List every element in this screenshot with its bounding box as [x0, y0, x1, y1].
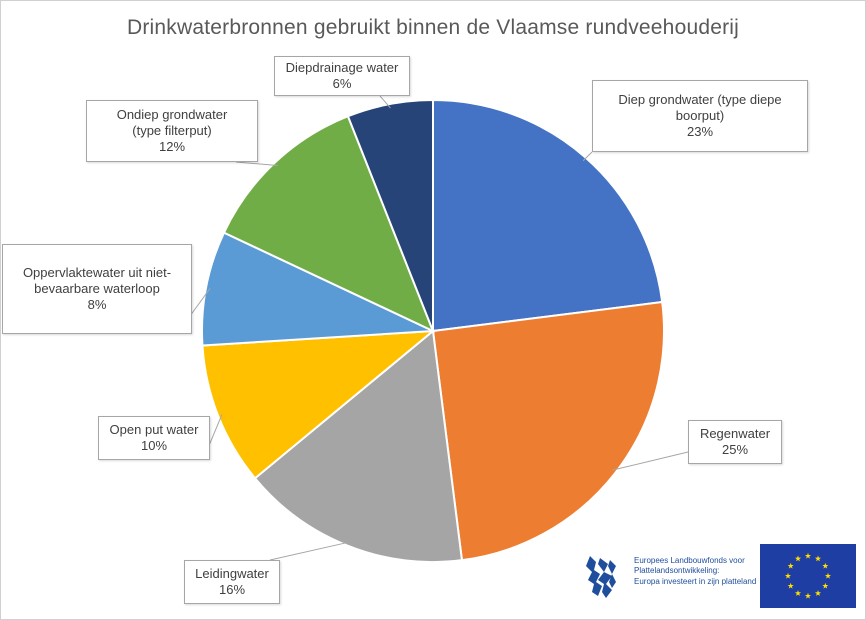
- pie-slice: [346, 98, 434, 332]
- callout-ondiep-grondwater: Ondiep grondwater (type filterput) 12%: [86, 100, 258, 162]
- slice-value-label: 10%: [140, 438, 168, 453]
- leader-line: [189, 288, 211, 317]
- star-icon: [787, 582, 794, 589]
- slice-value-label: 6%: [332, 76, 352, 91]
- star-icon: [794, 555, 802, 562]
- star-icon: [822, 582, 829, 589]
- slice-label: Oppervlaktewater uit niet-bevaarbare wat…: [22, 265, 172, 296]
- callout-oppervlaktewater: Oppervlaktewater uit niet-bevaarbare wat…: [2, 244, 192, 334]
- slice-label: Diep grondwater (type diepe boorput): [618, 92, 782, 123]
- star-icon: [824, 572, 832, 579]
- leader-line: [612, 451, 689, 471]
- eu-flag-icon: [760, 544, 856, 608]
- callout-open-put-water: Open put water 10%: [98, 416, 210, 460]
- slice-value-label: 23%: [686, 124, 714, 139]
- star-icon: [787, 562, 794, 569]
- callout-regenwater: Regenwater 25%: [688, 420, 782, 464]
- star-icon: [804, 592, 812, 599]
- star-icon: [804, 552, 812, 559]
- fund-line1: Europees Landbouwfonds voor Plattelandso…: [634, 556, 745, 575]
- funding-logos: Europees Landbouwfonds voor Plattelandso…: [578, 544, 858, 614]
- star-icon: [822, 562, 829, 569]
- slice-label: Leidingwater: [195, 566, 269, 581]
- leader-line: [269, 541, 350, 561]
- callout-diepdrainage-water: Diepdrainage water 6%: [274, 56, 410, 96]
- pie-slice: [222, 114, 435, 333]
- fund-text: Europees Landbouwfonds voor Plattelandso…: [634, 556, 774, 587]
- pie-slice: [253, 329, 464, 563]
- star-icon: [784, 572, 792, 579]
- chart-title: Drinkwaterbronnen gebruikt binnen de Vla…: [126, 16, 740, 39]
- slice-label: Ondiep grondwater (type filterput): [116, 107, 228, 138]
- pie-slice: [201, 231, 434, 347]
- callout-leidingwater: Leidingwater 16%: [184, 560, 280, 604]
- leader-line: [207, 414, 223, 449]
- fund-line2: Europa investeert in zijn platteland: [634, 577, 757, 586]
- star-icon: [794, 590, 802, 596]
- leader-line: [582, 151, 593, 162]
- star-icon: [814, 590, 822, 596]
- slice-label: Open put water: [109, 422, 199, 437]
- slice-value-label: 25%: [721, 442, 749, 457]
- flemish-lion-icon: [586, 556, 616, 598]
- slice-label: Diepdrainage water: [285, 60, 399, 75]
- leader-line: [235, 161, 278, 167]
- slice-value-label: 16%: [218, 582, 246, 597]
- slice-value-label: 8%: [87, 297, 107, 312]
- leader-line: [379, 95, 391, 109]
- slice-value-label: 12%: [158, 139, 186, 154]
- pie-slice: [201, 329, 437, 480]
- slice-label: Regenwater: [699, 426, 771, 441]
- pie-slice: [431, 300, 665, 562]
- star-icon: [814, 555, 822, 562]
- callout-diep-grondwater: Diep grondwater (type diepe boorput) 23%: [592, 80, 808, 152]
